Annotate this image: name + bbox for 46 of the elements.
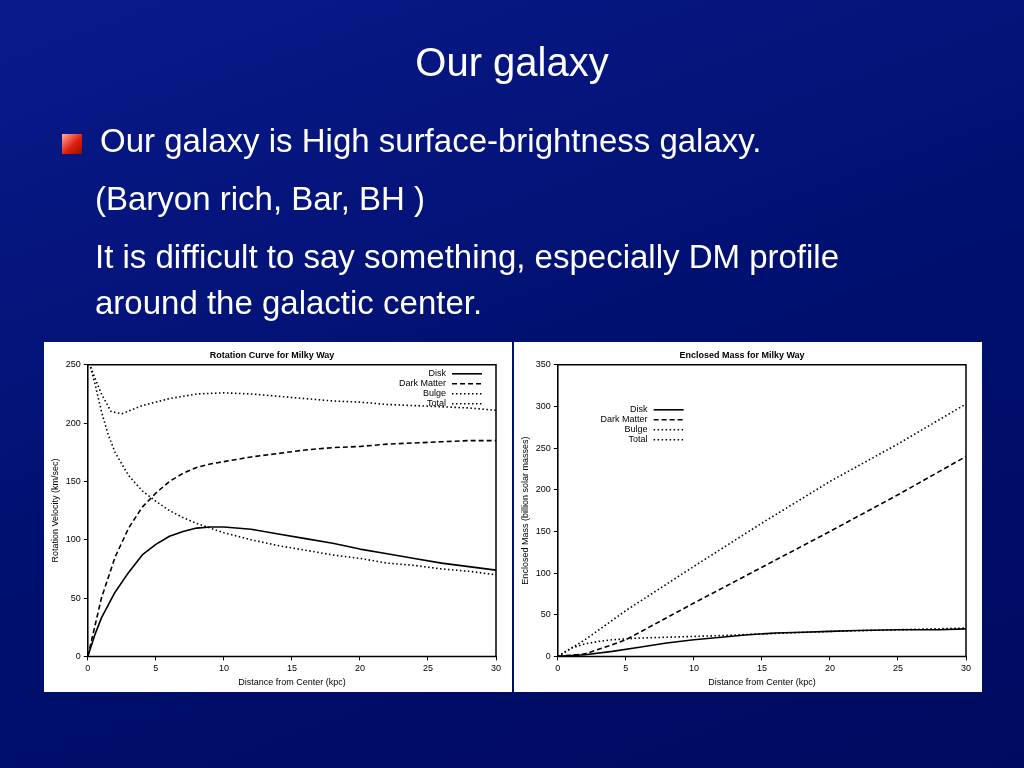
legend-label: Dark Matter (600, 414, 648, 425)
y-tick-label: 250 (535, 442, 551, 453)
x-tick-label: 10 (688, 663, 699, 674)
x-tick-label: 30 (490, 663, 502, 674)
legend-label: Total (628, 434, 648, 445)
y-tick-label: 0 (545, 650, 551, 661)
text: (Baryon rich, Bar, BH ) (95, 180, 426, 217)
text: It is difficult to say something, especially DM profile around the galactic center. (95, 238, 840, 321)
chart-title: Enclosed Mass for Milky Way (679, 349, 805, 360)
y-tick-label: 150 (65, 475, 81, 486)
x-tick-label: 25 (422, 663, 433, 674)
x-axis-title: Distance from Center (kpc) (238, 677, 346, 688)
y-tick-label: 200 (535, 484, 551, 495)
y-tick-label: 350 (535, 359, 551, 370)
legend-label: Disk (630, 404, 649, 415)
x-tick-label: 25 (892, 663, 903, 674)
x-tick-label: 0 (85, 663, 91, 674)
x-tick-label: 10 (218, 663, 229, 674)
x-tick-label: 15 (756, 663, 767, 674)
legend-label: Dark Matter (398, 378, 446, 389)
y-tick-label: 50 (540, 609, 551, 620)
legend-label: Bulge (422, 388, 446, 399)
x-axis-title: Distance from Center (kpc) (708, 677, 816, 688)
y-tick-label: 100 (65, 534, 81, 545)
legend-label: Disk (428, 368, 447, 379)
x-tick-label: 15 (286, 663, 297, 674)
text: Our galaxy (414, 40, 610, 85)
y-tick-label: 50 (70, 592, 81, 603)
y-tick-label: 300 (535, 400, 551, 411)
x-tick-label: 30 (960, 663, 972, 674)
legend-label: Bulge (624, 424, 648, 435)
x-tick-label: 20 (354, 663, 365, 674)
y-tick-label: 250 (65, 359, 81, 370)
chart-title: Rotation Curve for Milky Way (209, 349, 335, 360)
y-tick-label: 0 (75, 650, 81, 661)
x-tick-label: 20 (824, 663, 835, 674)
x-tick-label: 5 (623, 663, 629, 674)
y-tick-label: 150 (535, 525, 551, 536)
y-axis-title: Rotation Velocity (km/sec) (49, 458, 60, 563)
x-tick-label: 0 (555, 663, 561, 674)
x-tick-label: 5 (153, 663, 159, 674)
y-tick-label: 100 (535, 567, 551, 578)
y-tick-label: 200 (65, 417, 81, 428)
legend-label: Total (426, 398, 446, 409)
text: Our galaxy is High surface-brightness galaxy. (100, 122, 762, 159)
y-axis-title: Enclosed Mass (billion solar masses) (519, 436, 530, 585)
